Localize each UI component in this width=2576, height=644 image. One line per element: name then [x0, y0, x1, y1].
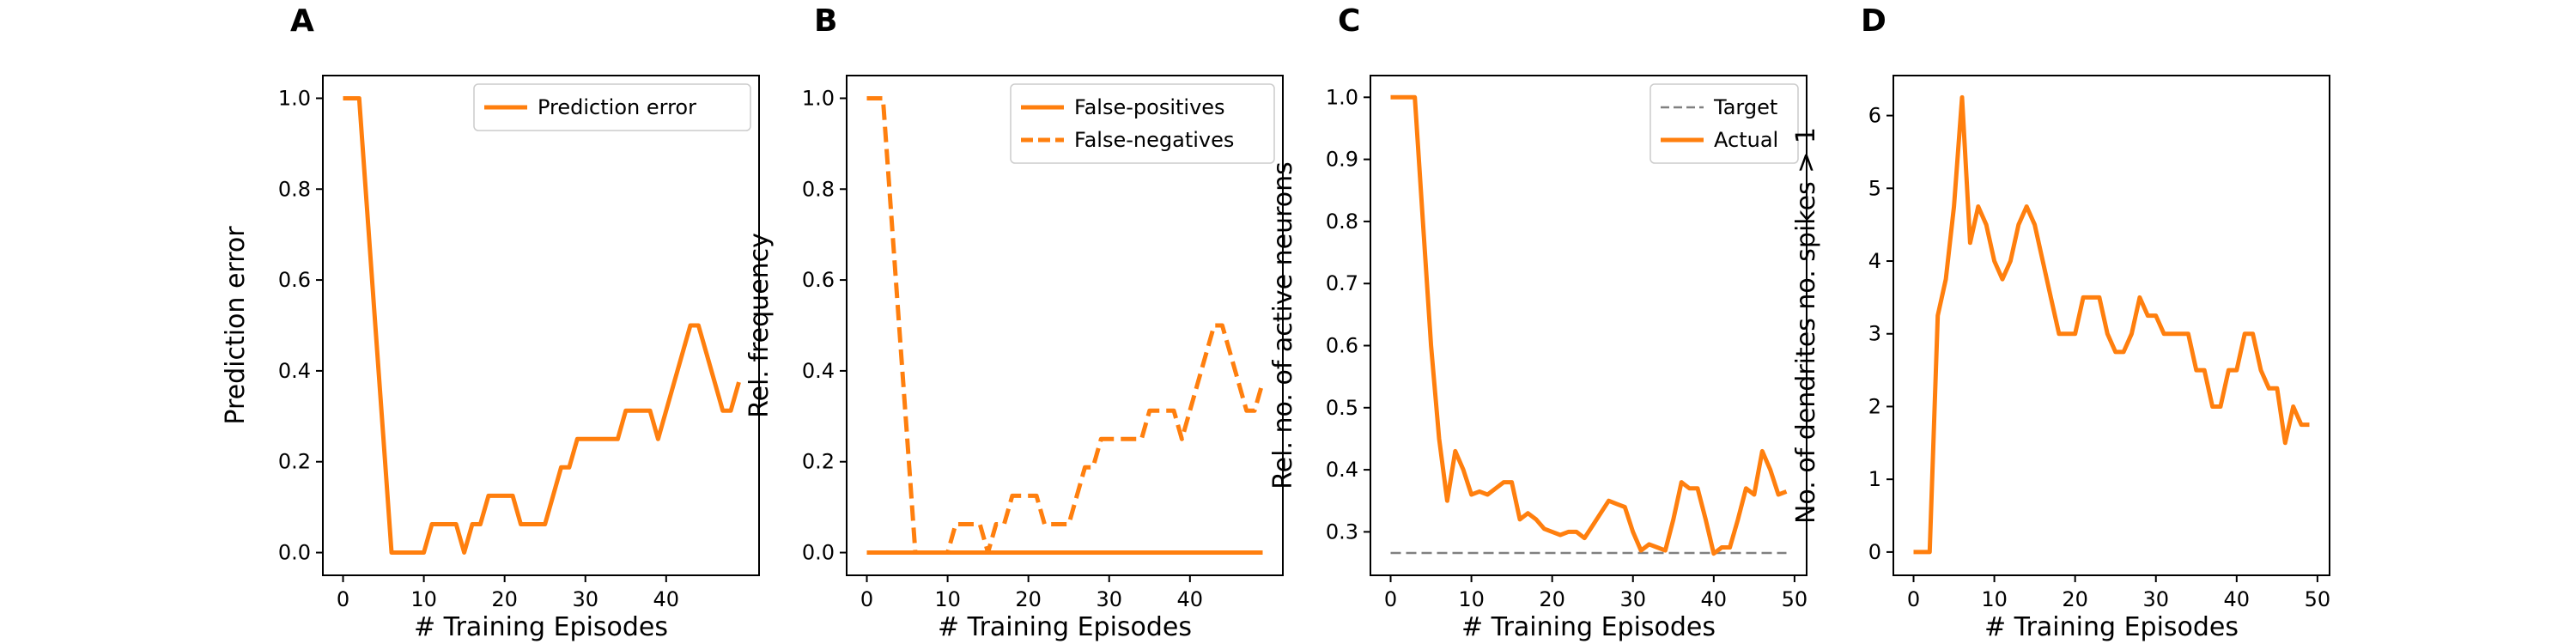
panel-b-letter: B: [814, 3, 837, 39]
x-tick-label: 10: [1981, 587, 2008, 611]
panel-c-letter: C: [1338, 3, 1360, 39]
legend-label: Actual: [1714, 128, 1778, 152]
y-tick-label: 0.4: [802, 359, 835, 383]
y-tick-label: 0.5: [1326, 396, 1358, 420]
y-tick-label: 2: [1868, 394, 1881, 418]
y-tick-label: 0.0: [802, 541, 835, 565]
series-line-actual: [1390, 94, 1788, 556]
x-tick-label: 40: [1177, 587, 1204, 611]
x-tick-label: 20: [2062, 587, 2088, 611]
x-tick-label: 30: [2142, 587, 2169, 611]
x-tick-label: 40: [653, 587, 680, 611]
plot-frame: [846, 75, 1284, 576]
y-tick-label: 1: [1868, 467, 1881, 491]
y-tick-label: 0.6: [278, 268, 311, 292]
x-tick-label: 30: [572, 587, 598, 611]
x-tick-label: 10: [410, 587, 437, 611]
y-tick-label: 0.0: [278, 541, 311, 565]
legend-label: Prediction error: [538, 95, 696, 119]
y-tick-label: 0.8: [802, 177, 835, 201]
x-axis-label: # Training Episodes: [1984, 612, 2239, 642]
x-tick-label: 0: [1907, 587, 1920, 611]
x-tick-label: 50: [2305, 587, 2331, 611]
x-tick-label: 20: [491, 587, 518, 611]
y-tick-label: 3: [1868, 322, 1881, 346]
y-tick-label: 0.2: [802, 450, 835, 474]
panel-d-letter: D: [1861, 3, 1886, 39]
y-tick-label: 0.7: [1326, 271, 1358, 295]
legend-box: [473, 83, 751, 131]
y-tick-label: 4: [1868, 249, 1881, 273]
x-tick-label: 10: [1458, 587, 1485, 611]
y-tick-label: 0.6: [802, 268, 835, 292]
y-tick-label: 0.2: [278, 450, 311, 474]
legend-label: False-positives: [1074, 95, 1225, 119]
y-tick-label: 0.6: [1326, 333, 1358, 357]
x-tick-label: 30: [1096, 587, 1122, 611]
legend-label: False-negatives: [1074, 128, 1234, 152]
plot-frame: [322, 75, 760, 576]
x-axis-label: # Training Episodes: [938, 612, 1192, 642]
y-tick-label: 1.0: [278, 86, 311, 110]
series-line-false-negatives: [866, 96, 1265, 555]
x-tick-label: 20: [1015, 587, 1042, 611]
y-axis-label: No. of dendrites no. spikes > 1: [1791, 127, 1821, 524]
x-tick-label: 50: [1782, 587, 1808, 611]
y-tick-label: 6: [1868, 104, 1881, 128]
x-tick-label: 10: [934, 587, 961, 611]
series-line-prediction-error: [343, 96, 741, 555]
y-tick-label: 1.0: [1326, 85, 1358, 109]
x-tick-label: 40: [1701, 587, 1728, 611]
series-line-data: [1913, 94, 2310, 555]
y-tick-label: 0.4: [1326, 458, 1358, 482]
x-tick-label: 0: [860, 587, 873, 611]
x-tick-label: 40: [2224, 587, 2251, 611]
y-tick-label: 0.4: [278, 359, 311, 383]
panel-a: A 0 10 20 30 40 0.0 0.2 0.4 0.6 0.8 1.0 # Training …: [221, 3, 760, 642]
x-tick-label: 30: [1619, 587, 1646, 611]
legend-label: Target: [1713, 95, 1777, 119]
y-tick-label: 0.3: [1326, 519, 1358, 544]
panel-a-letter: A: [290, 3, 314, 39]
y-tick-label: 5: [1868, 176, 1881, 200]
plot-frame: [1893, 75, 2330, 576]
y-tick-label: 0.8: [278, 177, 311, 201]
y-axis-label: Rel. no. of active neurons: [1268, 161, 1298, 489]
y-tick-label: 0.9: [1326, 148, 1358, 172]
panel-b: B 0 10 20 30 40 0.0 0.2 0.4 0.6 0.8 1.0 # Training …: [744, 3, 1284, 642]
x-tick-label: 0: [1384, 587, 1397, 611]
legend-box: [1649, 83, 1799, 164]
panel-d: D 0 10 20 30 40 50 0 1 2 3 4 5 6 # Training Episodes N…: [1791, 3, 2330, 642]
y-tick-label: 0.8: [1326, 210, 1358, 234]
plot-frame: [1370, 75, 1807, 576]
y-tick-label: 0: [1868, 540, 1881, 564]
x-axis-label: # Training Episodes: [1461, 612, 1716, 642]
x-tick-label: 0: [337, 587, 349, 611]
legend-box: [1010, 83, 1275, 164]
x-tick-label: 20: [1539, 587, 1565, 611]
x-axis-label: # Training Episodes: [414, 612, 668, 642]
y-axis-label: Rel. frequency: [744, 233, 775, 418]
y-tick-label: 1.0: [802, 86, 835, 110]
y-axis-label: Prediction error: [221, 226, 251, 425]
panel-c: C 0 10 20 30 40 50 0.3 0.4 0.5 0.6 0.7 0.8 0.9 1.0 # T…: [1268, 3, 1807, 642]
